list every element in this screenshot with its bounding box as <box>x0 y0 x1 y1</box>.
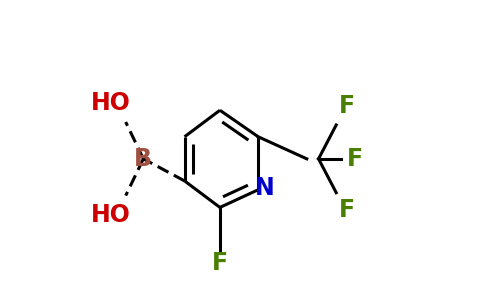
Text: HO: HO <box>91 91 131 115</box>
Text: F: F <box>348 147 363 171</box>
Text: F: F <box>338 94 355 118</box>
Text: HO: HO <box>91 203 131 227</box>
Text: N: N <box>255 176 274 200</box>
Text: B: B <box>135 147 152 171</box>
Text: F: F <box>212 251 228 275</box>
Text: F: F <box>338 198 355 222</box>
